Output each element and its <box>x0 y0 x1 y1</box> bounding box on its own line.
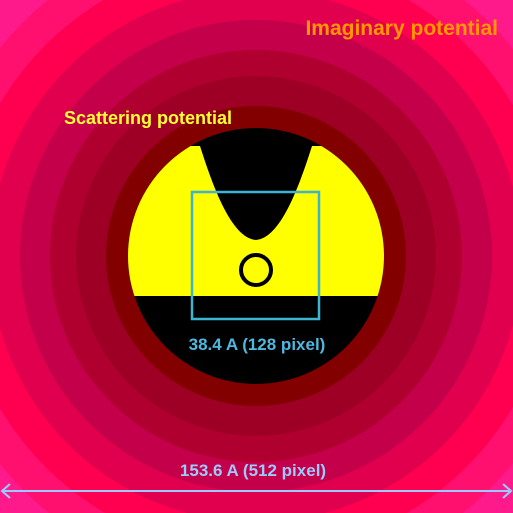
imaginary-potential-label: Imaginary potential <box>305 17 498 40</box>
inner-box-outline <box>190 190 321 321</box>
scattering-potential-region <box>128 146 384 296</box>
full-width-size-label: 153.6 A (512 pixel) <box>180 461 326 480</box>
arrow-right-head <box>502 483 513 499</box>
small-circle-marker <box>239 253 273 287</box>
arrow-left-head <box>0 483 11 499</box>
scattering-potential-label: Scattering potential <box>64 108 232 128</box>
full-width-arrow <box>0 483 513 499</box>
scattering-potential-fill <box>128 146 384 296</box>
inner-box-size-label: 38.4 A (128 pixel) <box>189 335 326 354</box>
